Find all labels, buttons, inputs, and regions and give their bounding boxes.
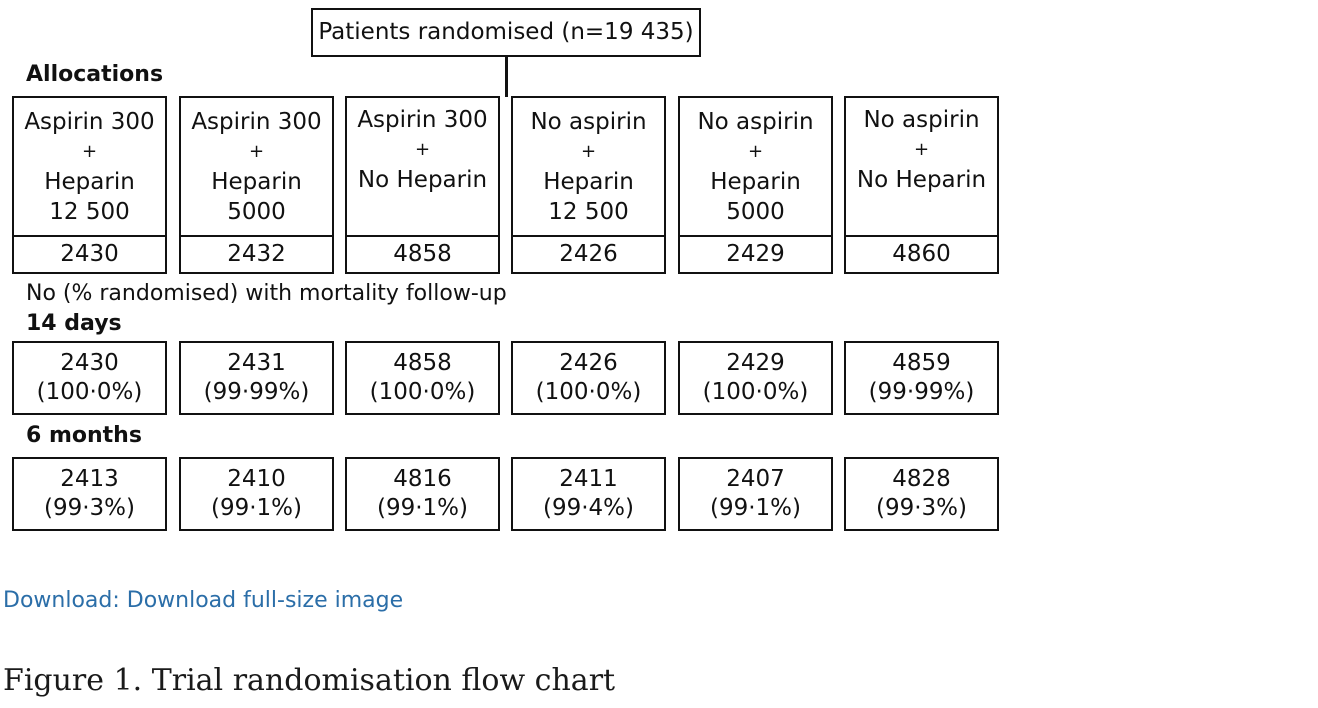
plus-sign: + [913,139,930,160]
followup-note: No (% randomised) with mortality follow-… [26,281,507,306]
months6-box: 2407 (99·1%) [678,457,833,531]
allocation-count: 2430 [12,235,167,274]
days14-count: 2431 [227,350,286,376]
allocation-line: Heparin [44,168,135,195]
allocation-line: No Heparin [357,167,488,193]
patients-randomised-box: Patients randomised (n=19 435) [311,8,701,57]
months6-count: 4816 [393,466,452,492]
days14-box: 4859 (99·99%) [844,341,999,415]
months6-count: 2407 [726,466,785,492]
allocation-line: 5000 [726,198,785,225]
months6-count: 4828 [892,466,951,492]
months6-label: 6 months [26,423,142,448]
days14-box: 2429 (100·0%) [678,341,833,415]
months6-percent: (99·1%) [709,495,801,521]
days14-count: 2430 [60,350,119,376]
allocation-count: 4858 [345,235,500,274]
connector-line [505,56,508,97]
allocation-line: Aspirin 300 [191,108,322,135]
allocation-line: 12 500 [548,198,629,225]
allocation-line: No aspirin [697,108,814,135]
allocation-box: No aspirin + Heparin 5000 [678,96,833,237]
months6-box: 2411 (99·4%) [511,457,666,531]
months6-percent: (99·1%) [376,495,468,521]
allocation-line: No Heparin [856,167,987,193]
months6-box: 4816 (99·1%) [345,457,500,531]
months6-box: 2410 (99·1%) [179,457,334,531]
allocation-box: No aspirin + Heparin 12 500 [511,96,666,237]
allocation-count: 4860 [844,235,999,274]
days14-box: 2431 (99·99%) [179,341,334,415]
days14-count: 4859 [892,350,951,376]
days14-percent: (100·0%) [369,379,476,405]
allocation-line: 12 500 [49,198,130,225]
days14-percent: (100·0%) [36,379,143,405]
figure-caption: Figure 1. Trial randomisation flow chart [3,663,616,698]
plus-sign: + [747,140,764,162]
days14-count: 2429 [726,350,785,376]
allocation-line: Aspirin 300 [24,108,155,135]
days14-box: 2426 (100·0%) [511,341,666,415]
allocation-count: 2429 [678,235,833,274]
allocation-line: Heparin [710,168,801,195]
allocation-line: Aspirin 300 [357,107,488,133]
allocation-count: 2432 [179,235,334,274]
allocation-box: Aspirin 300 + Heparin 5000 [179,96,334,237]
plus-sign: + [414,139,431,160]
allocations-label: Allocations [26,62,164,87]
days14-box: 4858 (100·0%) [345,341,500,415]
months6-percent: (99·3%) [43,495,135,521]
allocation-line: Heparin [211,168,302,195]
allocation-count: 2426 [511,235,666,274]
days14-percent: (100·0%) [702,379,809,405]
days14-box: 2430 (100·0%) [12,341,167,415]
allocation-box: Aspirin 300 + Heparin 12 500 [12,96,167,237]
download-full-size-image-link[interactable]: Download: Download full-size image [3,588,404,613]
days14-count: 4858 [393,350,452,376]
allocation-line: No aspirin [530,108,647,135]
allocation-box: Aspirin 300 + No Heparin [345,96,500,237]
plus-sign: + [248,140,265,162]
days14-label: 14 days [26,311,122,336]
months6-box: 2413 (99·3%) [12,457,167,531]
months6-count: 2413 [60,466,119,492]
months6-count: 2411 [559,466,618,492]
allocation-line: Heparin [543,168,634,195]
flow-chart-figure: Patients randomised (n=19 435) Allocatio… [12,8,999,531]
months6-percent: (99·1%) [210,495,302,521]
allocation-line: 5000 [227,198,286,225]
allocation-box: No aspirin + No Heparin [844,96,999,237]
days14-percent: (99·99%) [868,379,975,405]
months6-box: 4828 (99·3%) [844,457,999,531]
days14-count: 2426 [559,350,618,376]
plus-sign: + [81,140,98,162]
plus-sign: + [580,140,597,162]
days14-percent: (100·0%) [535,379,642,405]
allocation-line: No aspirin [863,107,980,133]
days14-percent: (99·99%) [203,379,310,405]
months6-percent: (99·4%) [542,495,634,521]
months6-percent: (99·3%) [875,495,967,521]
months6-count: 2410 [227,466,286,492]
